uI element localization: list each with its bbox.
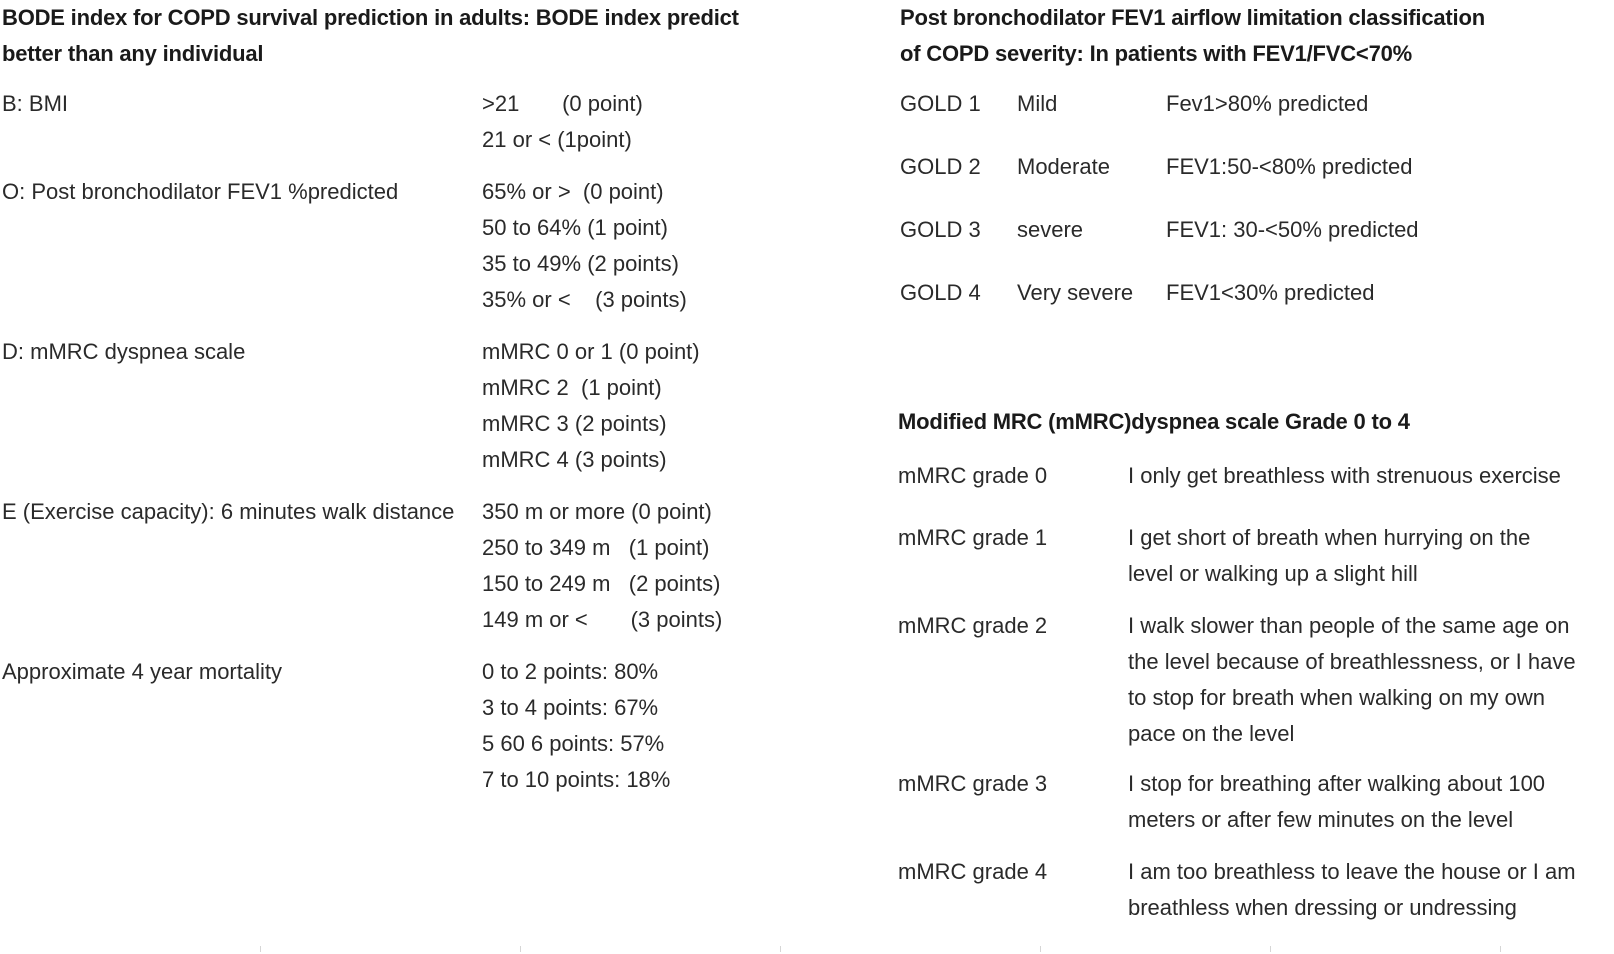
bode-row-values: 65% or > (0 point) 50 to 64% (1 point) 3…	[482, 174, 687, 318]
bode-value: 50 to 64% (1 point)	[482, 215, 668, 240]
bode-row-label: O: Post bronchodilator FEV1 %predicted	[2, 179, 399, 204]
bode-value: 250 to 349 m (1 point)	[482, 535, 710, 560]
bode-row-label: Approximate 4 year mortality	[2, 659, 282, 684]
bode-value: mMRC 4 (3 points)	[482, 447, 667, 472]
mmrc-grade: mMRC grade 1	[898, 525, 1048, 550]
mmrc-description-line: I am too breathless to leave the house o…	[1128, 859, 1576, 884]
gold-criteria: Fev1>80% predicted	[1166, 91, 1369, 116]
bode-value: mMRC 3 (2 points)	[482, 411, 667, 436]
bode-heading-line1: BODE index for COPD survival prediction …	[2, 5, 739, 30]
mmrc-description: I walk slower than people of the same ag…	[1128, 608, 1576, 752]
bode-value: 35% or < (3 points)	[482, 287, 687, 312]
edge-tick	[1270, 946, 1271, 952]
bode-row-label: B: BMI	[2, 91, 69, 116]
gold-criteria: FEV1:50-<80% predicted	[1166, 154, 1413, 179]
bode-value: mMRC 2 (1 point)	[482, 375, 662, 400]
mmrc-description-line: I stop for breathing after walking about…	[1128, 771, 1546, 796]
gold-grade: GOLD 3	[900, 217, 981, 242]
edge-tick	[1500, 946, 1501, 952]
mmrc-description: I get short of breath when hurrying on t…	[1128, 520, 1568, 592]
bode-row-values: mMRC 0 or 1 (0 point) mMRC 2 (1 point) m…	[482, 334, 700, 478]
gold-severity: severe	[1017, 217, 1084, 242]
bode-row-label: E (Exercise capacity): 6 minutes walk di…	[2, 499, 455, 524]
gold-criteria: FEV1: 30-<50% predicted	[1166, 217, 1419, 242]
mmrc-description-line: meters or after few minutes on the level	[1128, 807, 1514, 832]
gold-row: GOLD 2 Moderate FEV1:50-<80% predicted	[900, 149, 1600, 185]
gold-grade: GOLD 4	[900, 280, 981, 305]
bode-value: >21 (0 point)	[482, 91, 643, 116]
mmrc-description-line: pace on the level	[1128, 721, 1295, 746]
bode-value: 65% or > (0 point)	[482, 179, 664, 204]
gold-grade: GOLD 1	[900, 91, 981, 116]
gold-row: GOLD 1 Mild Fev1>80% predicted	[900, 86, 1600, 122]
gold-heading: Post bronchodilator FEV1 airflow limitat…	[900, 0, 1485, 72]
bode-value: mMRC 0 or 1 (0 point)	[482, 339, 700, 364]
bode-value: 150 to 249 m (2 points)	[482, 571, 721, 596]
mmrc-description-line: level or walking up a slight hill	[1128, 561, 1418, 586]
mmrc-description-line: breathless when dressing or undressing	[1128, 895, 1517, 920]
gold-grade: GOLD 2	[900, 154, 981, 179]
gold-row: GOLD 3 severe FEV1: 30-<50% predicted	[900, 212, 1600, 248]
gold-heading-line2: of COPD severity: In patients with FEV1/…	[900, 41, 1413, 66]
bode-row-values: >21 (0 point) 21 or < (1point)	[482, 86, 643, 158]
gold-severity: Very severe	[1017, 280, 1134, 305]
gold-row: GOLD 4 Very severe FEV1<30% predicted	[900, 275, 1600, 311]
gold-criteria: FEV1<30% predicted	[1166, 280, 1375, 305]
edge-tick	[260, 946, 261, 952]
bode-heading: BODE index for COPD survival prediction …	[2, 0, 742, 72]
gold-heading-line1: Post bronchodilator FEV1 airflow limitat…	[900, 5, 1485, 30]
mmrc-heading: Modified MRC (mMRC)dyspnea scale Grade 0…	[898, 409, 1410, 434]
bode-value: 5 60 6 points: 57%	[482, 731, 665, 756]
mmrc-grade: mMRC grade 3	[898, 771, 1048, 796]
mmrc-grade: mMRC grade 4	[898, 859, 1048, 884]
mmrc-description: I only get breathless with strenuous exe…	[1128, 458, 1568, 494]
bode-value: 7 to 10 points: 18%	[482, 767, 671, 792]
bode-value: 0 to 2 points: 80%	[482, 659, 659, 684]
bode-value: 35 to 49% (2 points)	[482, 251, 679, 276]
bode-value: 350 m or more (0 point)	[482, 499, 712, 524]
mmrc-description-line: the level because of breathlessness, or …	[1128, 649, 1576, 674]
edge-tick	[1040, 946, 1041, 952]
bode-value: 3 to 4 points: 67%	[482, 695, 659, 720]
mmrc-description-line: I only get breathless with strenuous exe…	[1128, 463, 1561, 488]
bode-heading-line2: better than any individual	[2, 41, 264, 66]
mmrc-grade: mMRC grade 0	[898, 463, 1048, 488]
bode-row-values: 350 m or more (0 point) 250 to 349 m (1 …	[482, 494, 722, 638]
mmrc-description-line: to stop for breath when walking on my ow…	[1128, 685, 1546, 710]
gold-severity: Moderate	[1017, 154, 1110, 179]
gold-severity: Mild	[1017, 91, 1058, 116]
mmrc-grade: mMRC grade 2	[898, 613, 1048, 638]
mmrc-description-line: I get short of breath when hurrying on t…	[1128, 525, 1531, 550]
edge-tick	[520, 946, 521, 952]
bode-value: 149 m or < (3 points)	[482, 607, 723, 632]
mmrc-description: I stop for breathing after walking about…	[1128, 766, 1568, 838]
bode-row-values: 0 to 2 points: 80% 3 to 4 points: 67% 5 …	[482, 654, 670, 798]
mmrc-description-line: I walk slower than people of the same ag…	[1128, 613, 1570, 638]
edge-tick	[780, 946, 781, 952]
bode-value: 21 or < (1point)	[482, 127, 632, 152]
bode-row-label: D: mMRC dyspnea scale	[2, 339, 246, 364]
mmrc-description: I am too breathless to leave the house o…	[1128, 854, 1576, 926]
